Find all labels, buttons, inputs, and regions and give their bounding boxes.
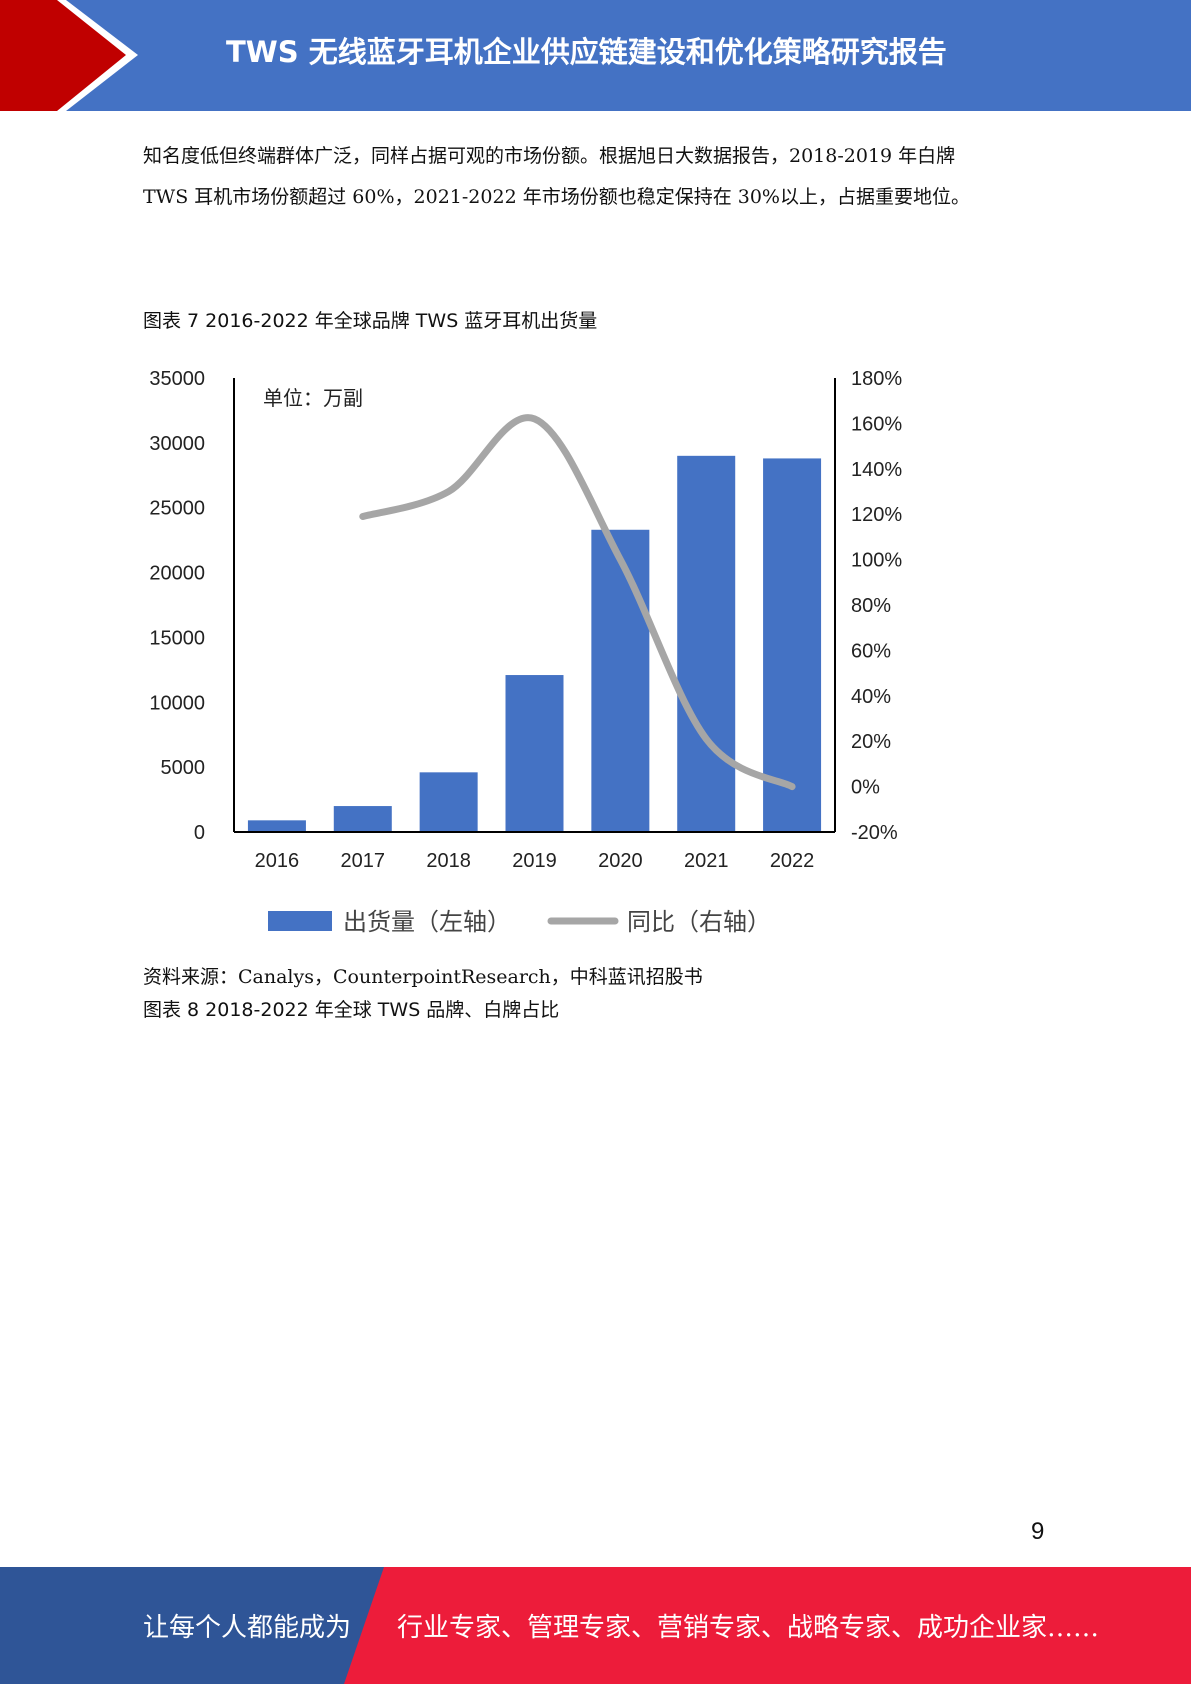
x-tick-label: 2017 [341, 850, 386, 872]
right-tick-label: 60% [851, 640, 891, 662]
right-tick-label: 140% [851, 459, 902, 481]
bar-2019 [505, 675, 564, 832]
right-tick-label: 20% [851, 731, 891, 753]
left-tick-label: 10000 [149, 692, 205, 714]
figure-8-caption: 图表 8 2018-2022 年全球 TWS 品牌、白牌占比 [143, 999, 560, 1021]
page-number: 9 [1031, 1518, 1045, 1545]
bar-2021 [677, 455, 736, 832]
paragraph-line: 知名度低但终端群体广泛，同样占据可观的市场份额。根据旭日大数据报告，2018-2… [143, 145, 956, 167]
right-tick-label: 0% [851, 777, 880, 799]
bar-2016 [247, 820, 306, 832]
shipment-chart: 0 5000 10000 15000 20000 25000 30000 35000 -20%… [149, 368, 902, 936]
right-tick-label: 80% [851, 595, 891, 617]
bar-2017 [333, 806, 392, 832]
right-tick-label: 100% [851, 550, 902, 572]
footer-banner: 让每个人都能成为 行业专家、管理专家、营销专家、战略专家、成功企业家…… [0, 1567, 1191, 1684]
left-tick-label: 25000 [149, 498, 205, 520]
report-title: TWS 无线蓝牙耳机企业供应链建设和优化策略研究报告 [226, 35, 947, 69]
left-tick-label: 30000 [149, 433, 205, 455]
x-tick-label: 2022 [770, 850, 815, 872]
unit-label: 单位：万副 [263, 386, 363, 410]
figure-7-caption: 图表 7 2016-2022 年全球品牌 TWS 蓝牙耳机出货量 [143, 310, 598, 332]
bar-2020 [591, 529, 650, 832]
footer-slogan-left: 让每个人都能成为 [143, 1613, 352, 1643]
x-tick-label: 2018 [426, 850, 471, 872]
right-tick-label: 180% [851, 368, 902, 390]
left-tick-label: 35000 [149, 368, 205, 390]
right-tick-label: -20% [851, 822, 898, 844]
bar-2022 [763, 458, 822, 832]
right-tick-label: 160% [851, 413, 902, 435]
right-tick-label: 40% [851, 686, 891, 708]
x-tick-label: 2019 [512, 850, 557, 872]
x-tick-label: 2016 [255, 850, 300, 872]
footer-slogan-right: 行业专家、管理专家、营销专家、战略专家、成功企业家…… [397, 1613, 1100, 1643]
right-tick-label: 120% [851, 504, 902, 526]
yoy-line [359, 414, 796, 791]
x-tick-label: 2021 [684, 850, 729, 872]
left-tick-label: 5000 [161, 757, 206, 779]
legend-line-label: 同比（右轴） [627, 908, 771, 936]
left-tick-label: 0 [194, 822, 205, 844]
chevron-decoration-icon [0, 0, 138, 111]
bar-2018 [419, 772, 478, 832]
paragraph-line: TWS 耳机市场份额超过 60%，2021-2022 年市场份额也稳定保持在 3… [143, 186, 970, 208]
body-paragraph: 知名度低但终端群体广泛，同样占据可观的市场份额。根据旭日大数据报告，2018-2… [143, 136, 1043, 218]
source-note: 资料来源：Canalys，CounterpointResearch，中科蓝讯招股… [143, 966, 703, 988]
legend-bar-swatch [268, 911, 332, 931]
legend-bar-label: 出货量（左轴） [343, 908, 511, 936]
left-tick-label: 15000 [149, 627, 205, 649]
x-tick-label: 2020 [598, 850, 643, 872]
left-tick-label: 20000 [149, 563, 205, 585]
footer-background [0, 1567, 1191, 1684]
report-header: TWS 无线蓝牙耳机企业供应链建设和优化策略研究报告 [0, 0, 1191, 111]
